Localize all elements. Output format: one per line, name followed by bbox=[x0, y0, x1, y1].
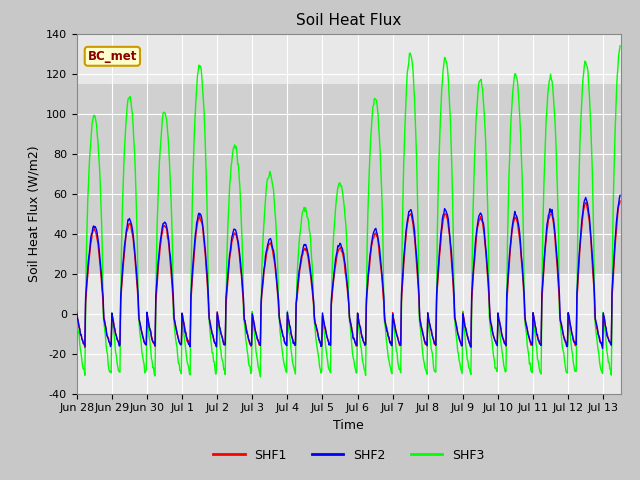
Text: BC_met: BC_met bbox=[88, 50, 137, 63]
Y-axis label: Soil Heat Flux (W/m2): Soil Heat Flux (W/m2) bbox=[28, 145, 40, 282]
X-axis label: Time: Time bbox=[333, 419, 364, 432]
Legend: SHF1, SHF2, SHF3: SHF1, SHF2, SHF3 bbox=[209, 444, 489, 467]
Bar bbox=[77, 84, 621, 274]
Title: Soil Heat Flux: Soil Heat Flux bbox=[296, 13, 401, 28]
